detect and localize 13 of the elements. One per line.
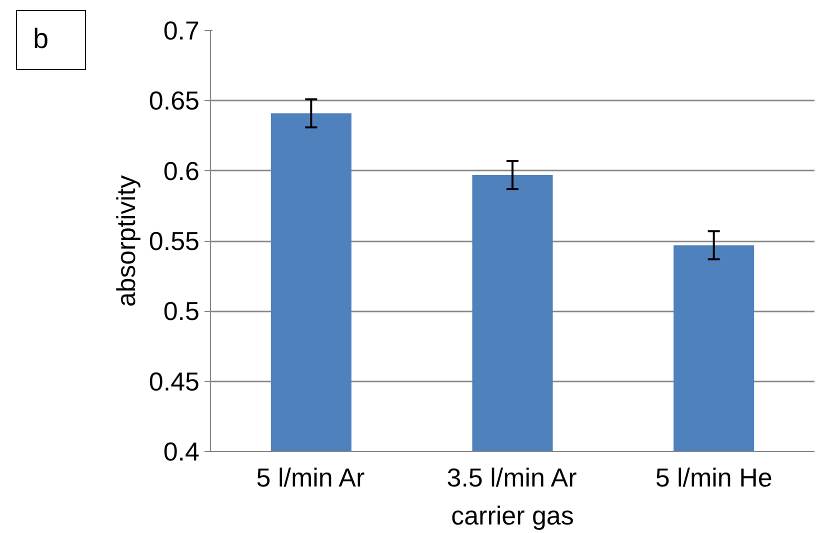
x-tick-label: 5 l/min He: [655, 462, 772, 492]
y-tick-label: 0.6: [163, 156, 200, 186]
y-tick-label: 0.4: [163, 436, 200, 466]
y-axis-title: absorptivity: [110, 175, 141, 307]
x-tick-label: 3.5 l/min Ar: [446, 462, 578, 492]
y-tick-label: 0.65: [148, 86, 200, 116]
y-tick-label: 0.55: [148, 226, 200, 256]
y-tick-label: 0.7: [163, 16, 200, 46]
x-tick-label: 5 l/min Ar: [256, 462, 365, 492]
y-tick-label: 0.45: [148, 366, 200, 396]
y-tick-label: 0.5: [163, 296, 200, 326]
x-axis-title: carrier gas: [451, 500, 574, 530]
text: b: [33, 22, 49, 56]
